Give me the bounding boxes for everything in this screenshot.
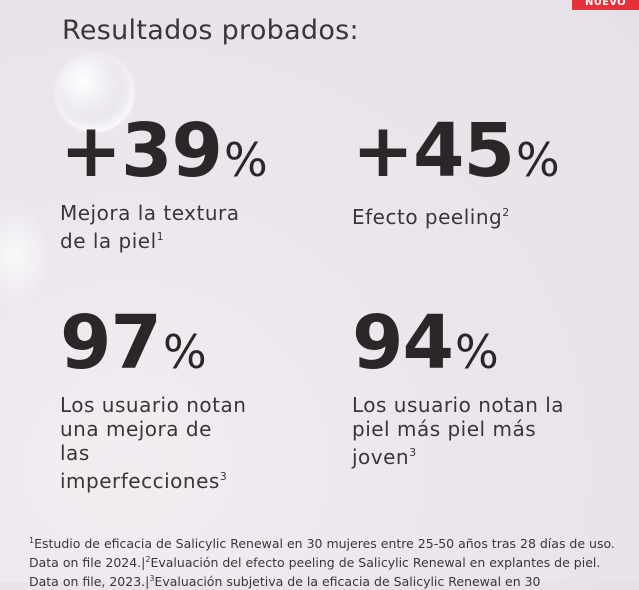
- new-badge: NUEVO: [572, 0, 639, 10]
- section-title: Resultados probados:: [62, 15, 359, 46]
- stat-value: 97%: [60, 300, 207, 386]
- stat-label: Efecto peeling2: [352, 205, 510, 229]
- stat-imperfections: 97% Los usuario notan una mejora de las …: [60, 306, 246, 493]
- stat-texture: +39% Mejora la textura de la piel1: [60, 114, 268, 253]
- stat-value: +45%: [352, 108, 560, 194]
- stat-label: Mejora la textura de la piel1: [60, 201, 240, 253]
- gel-droplet-decoration: [0, 200, 45, 310]
- water-droplet-decoration: [56, 54, 134, 132]
- stat-value: +39%: [60, 108, 268, 194]
- stat-peeling: +45% Efecto peeling2: [352, 114, 560, 229]
- footnotes: 1Estudio de eficacia de Salicylic Renewa…: [29, 536, 615, 589]
- stat-value: 94%: [352, 300, 499, 386]
- stat-label: Los usuario notan la piel más piel más j…: [352, 393, 565, 469]
- stat-label: Los usuario notan una mejora de las impe…: [60, 393, 247, 493]
- stat-younger-skin: 94% Los usuario notan la piel más piel m…: [352, 306, 564, 469]
